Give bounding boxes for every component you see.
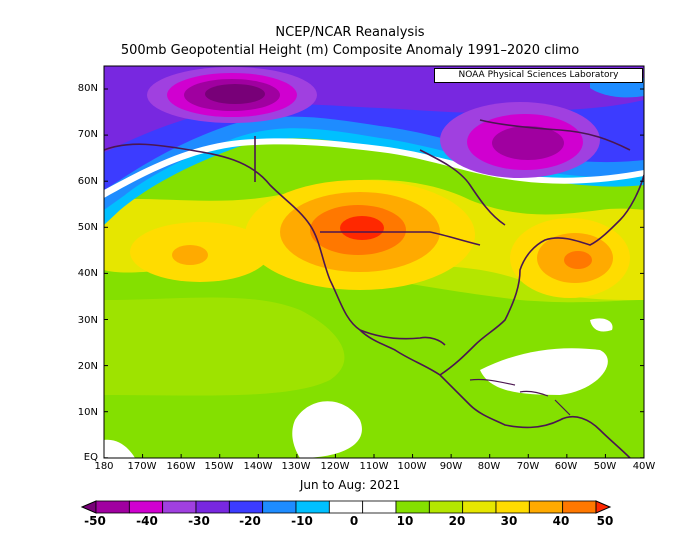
colorbar-swatch (128, 500, 164, 514)
title-line-1: NCEP/NCAR Reanalysis (275, 25, 425, 40)
lat-tick-label: 40N (77, 268, 98, 279)
colorbar-swatch (162, 500, 197, 514)
colorbar-swatch (595, 500, 612, 514)
lon-tick-label: 150W (204, 461, 234, 472)
colorbar-swatch (562, 500, 597, 514)
lon-tick-label: 40W (632, 461, 656, 472)
lat-tick-label: 80N (77, 83, 98, 94)
colorbar-swatch (462, 500, 497, 514)
lat-tick-label: EQ (83, 452, 98, 463)
lon-tick-label: 110W (359, 461, 389, 472)
lon-tick-label: 60W (554, 461, 578, 472)
lat-tick-label: 30N (77, 315, 98, 326)
period-label: Jun to Aug: 2021 (299, 478, 401, 492)
lat-tick-label: 70N (77, 129, 98, 140)
lon-tick-label: 140W (243, 461, 273, 472)
lat-tick-label: 10N (77, 407, 98, 418)
lat-tick-label: 20N (77, 361, 98, 372)
colorbar-swatch (428, 500, 464, 514)
colorbar-tick-label: 0 (349, 514, 359, 528)
colorbar-swatch (228, 500, 264, 514)
title-line-2: 500mb Geopotential Height (m) Composite … (120, 43, 580, 58)
colorbar-tick-label: 10 (396, 514, 414, 528)
colorbar-swatch (295, 500, 330, 514)
colorbar-swatch (328, 500, 364, 514)
colorbar-tick-label: 20 (448, 514, 466, 528)
lon-tick-label: 120W (320, 461, 350, 472)
colorbar-tick-label: -10 (291, 514, 313, 528)
colorbar-swatch (195, 500, 230, 514)
lon-tick-label: 80W (477, 461, 501, 472)
colorbar-tick-label: -50 (84, 514, 106, 528)
colorbar-swatch (80, 500, 97, 514)
colorbar-tick-label: -20 (239, 514, 261, 528)
lon-tick-label: 170W (127, 461, 157, 472)
lon-tick-label: 100W (397, 461, 427, 472)
colorbar-swatch (395, 500, 430, 514)
lat-tick-label: 60N (77, 176, 98, 187)
lon-tick-label: 90W (439, 461, 463, 472)
colorbar-swatch (528, 500, 564, 514)
colorbar-swatch (362, 500, 397, 514)
lon-tick-label: 160W (166, 461, 196, 472)
lon-tick-label: 180 (94, 461, 114, 472)
lon-tick-label: 50W (593, 461, 617, 472)
anomaly-field (104, 66, 644, 458)
colorbar-swatch (95, 500, 130, 514)
credit-label: NOAA Physical Sciences Laboratory (434, 68, 643, 83)
colorbar-tick-label: -40 (136, 514, 158, 528)
lon-tick-label: 130W (281, 461, 311, 472)
colorbar-tick-label: 40 (552, 514, 570, 528)
colorbar-swatch (495, 500, 530, 514)
colorbar-tick-label: -30 (188, 514, 210, 528)
lat-tick-label: 50N (77, 222, 98, 233)
colorbar-swatch (262, 500, 297, 514)
colorbar (80, 500, 612, 514)
colorbar-tick-label: 50 (596, 514, 614, 528)
colorbar-tick-label: 30 (500, 514, 518, 528)
lon-tick-label: 70W (516, 461, 540, 472)
